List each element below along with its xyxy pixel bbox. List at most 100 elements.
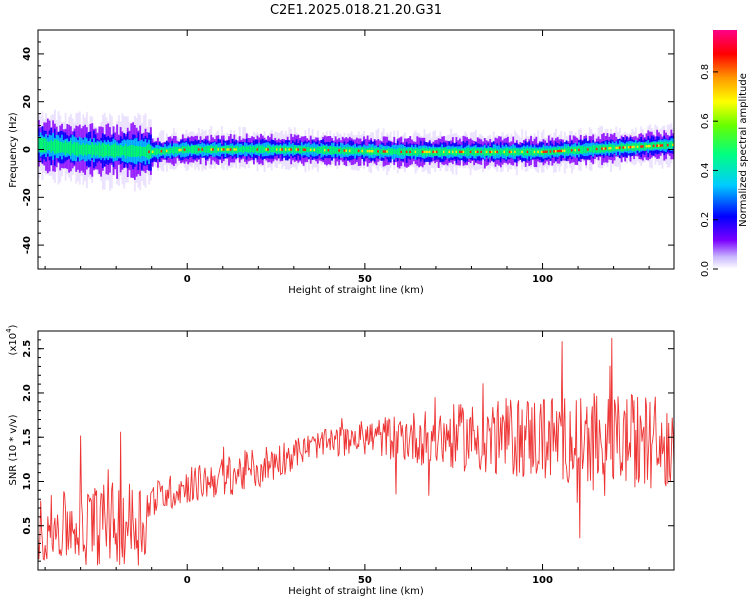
- spectrogram-cell: [107, 143, 110, 157]
- spectrogram-peak-cell: [549, 150, 553, 153]
- spectrogram-cell: [626, 143, 628, 151]
- spectrogram-cell: [251, 146, 254, 152]
- spectrogram-cell: [204, 146, 207, 154]
- spectrogram-cell: [592, 145, 595, 154]
- spectrogram-cell: [78, 144, 81, 155]
- spectrogram-peak-cell: [514, 150, 517, 154]
- spectrogram-cell: [139, 145, 142, 158]
- colorbar-ticks: 0.0 0.2 0.4 0.6 0.8: [700, 64, 718, 277]
- spectrogram-cell: [141, 146, 143, 157]
- spectrogram-cell: [594, 145, 596, 153]
- spectrogram-cell: [286, 147, 289, 153]
- spectrogram-cell: [379, 148, 381, 155]
- x-tick-label: 50: [358, 274, 372, 285]
- spectrogram-cell: [663, 141, 666, 149]
- spectrogram-peak-cell: [537, 150, 540, 154]
- spectrogram-cell: [270, 147, 273, 153]
- snr-multiplier: (x104): [5, 324, 19, 355]
- spectrogram-cell: [411, 147, 413, 156]
- spectrogram-cell: [512, 148, 515, 156]
- spectrogram-cell: [203, 147, 206, 153]
- spectrogram-cell: [341, 148, 344, 154]
- spectrogram-cell: [142, 146, 145, 156]
- spectrogram-cell: [530, 148, 533, 156]
- spectrogram-cell: [52, 141, 55, 152]
- spectrogram-cell: [334, 147, 337, 154]
- y-tick-label: 0.5: [22, 517, 33, 535]
- spectrogram-peak-cell: [427, 150, 430, 154]
- spectrogram-cell: [329, 145, 332, 155]
- spectrogram-peak-cell: [658, 144, 661, 147]
- spectrogram-cell: [50, 139, 53, 153]
- spectrogram-cell: [206, 145, 209, 153]
- spectrogram-cell: [187, 145, 190, 154]
- spectrogram-cell: [292, 147, 294, 153]
- spectrogram-cell: [144, 146, 147, 157]
- spectrogram-peak-cell: [348, 149, 352, 152]
- spectrogram-peak-cell: [228, 148, 231, 151]
- spectrogram-peak-cell: [297, 148, 300, 151]
- spectrogram-cell: [258, 145, 261, 154]
- y-tick-label: 2.5: [22, 340, 33, 358]
- spectrogram-peak-cell: [443, 150, 446, 154]
- y-tick-label: 2.0: [22, 384, 33, 402]
- spectrogram-peak-cell: [666, 143, 670, 147]
- spectrogram-ticks: 0 50 100 -40 -20 0 20 40: [22, 29, 674, 285]
- spectrogram-cell: [551, 148, 554, 155]
- spectrogram-cell: [499, 148, 502, 156]
- spectrogram-peak-cell: [327, 149, 331, 152]
- spectrogram-cell: [174, 146, 177, 154]
- spectrogram-cell: [467, 147, 470, 156]
- spectrogram-peak-cell: [265, 148, 268, 151]
- spectrogram-cell: [219, 147, 222, 152]
- spectrogram-cell: [363, 147, 366, 155]
- spectrogram-cell: [450, 148, 453, 155]
- spectrogram-cell: [137, 146, 140, 157]
- spectrogram-peak-cell: [361, 149, 364, 153]
- spectrogram-cell: [39, 137, 42, 153]
- colorbar-gradient: [713, 30, 737, 269]
- spectrogram-cell: [173, 146, 175, 155]
- spectrogram-cell: [100, 144, 103, 157]
- spectrogram-cell: [416, 147, 419, 157]
- spectrogram-cell: [244, 146, 246, 152]
- spectrogram-peak-cell: [460, 150, 464, 154]
- spectrogram-peak-cell: [421, 150, 425, 154]
- snr-ticks: 0 50 100 0.5 1.0 1.5 2.0 2.5: [22, 331, 674, 586]
- spectrogram-peak-cell: [608, 147, 611, 150]
- spectrogram-peak-cell: [656, 144, 659, 147]
- spectrogram-cell: [606, 145, 609, 152]
- spectrogram-peak-cell: [377, 150, 380, 153]
- spectrogram-cell: [283, 145, 286, 154]
- spectrogram-cell: [66, 142, 69, 154]
- spectrogram-peak-cell: [284, 148, 288, 151]
- spectrogram-cell: [293, 145, 296, 154]
- spectrogram-peak-cell: [622, 146, 625, 149]
- spectrogram-peak-cell: [563, 149, 567, 152]
- spectrogram-peak-cell: [160, 150, 164, 153]
- spectrogram-peak-cell: [475, 150, 478, 154]
- spectrogram-cell: [57, 140, 60, 153]
- spectrogram-cell: [103, 143, 106, 157]
- spectrogram-cell: [94, 143, 97, 157]
- spectrogram-cell: [316, 146, 319, 154]
- spectrogram-cell: [501, 149, 504, 155]
- spectrogram-cell: [61, 141, 63, 153]
- spectrogram-cell: [569, 147, 572, 154]
- spectrogram-cell: [446, 149, 449, 155]
- spectrogram-cell: [132, 144, 135, 157]
- spectrogram-cell: [613, 144, 616, 152]
- spectrogram-cell: [260, 145, 262, 154]
- spectrogram-cell: [519, 149, 522, 155]
- spectrogram-peak-cell: [368, 149, 371, 153]
- spectrogram-cell: [437, 148, 440, 156]
- spectrogram-cell: [121, 146, 124, 156]
- spectrogram-cell: [167, 148, 170, 154]
- spectrogram-cell: [84, 144, 87, 155]
- spectrogram-cell: [354, 148, 357, 154]
- spectrogram-cell: [634, 142, 637, 151]
- spectrogram-cell: [478, 148, 481, 155]
- spectrogram-cell: [599, 145, 602, 153]
- spectrogram-peak-cell: [554, 150, 558, 153]
- spectrogram-cell: [336, 147, 339, 154]
